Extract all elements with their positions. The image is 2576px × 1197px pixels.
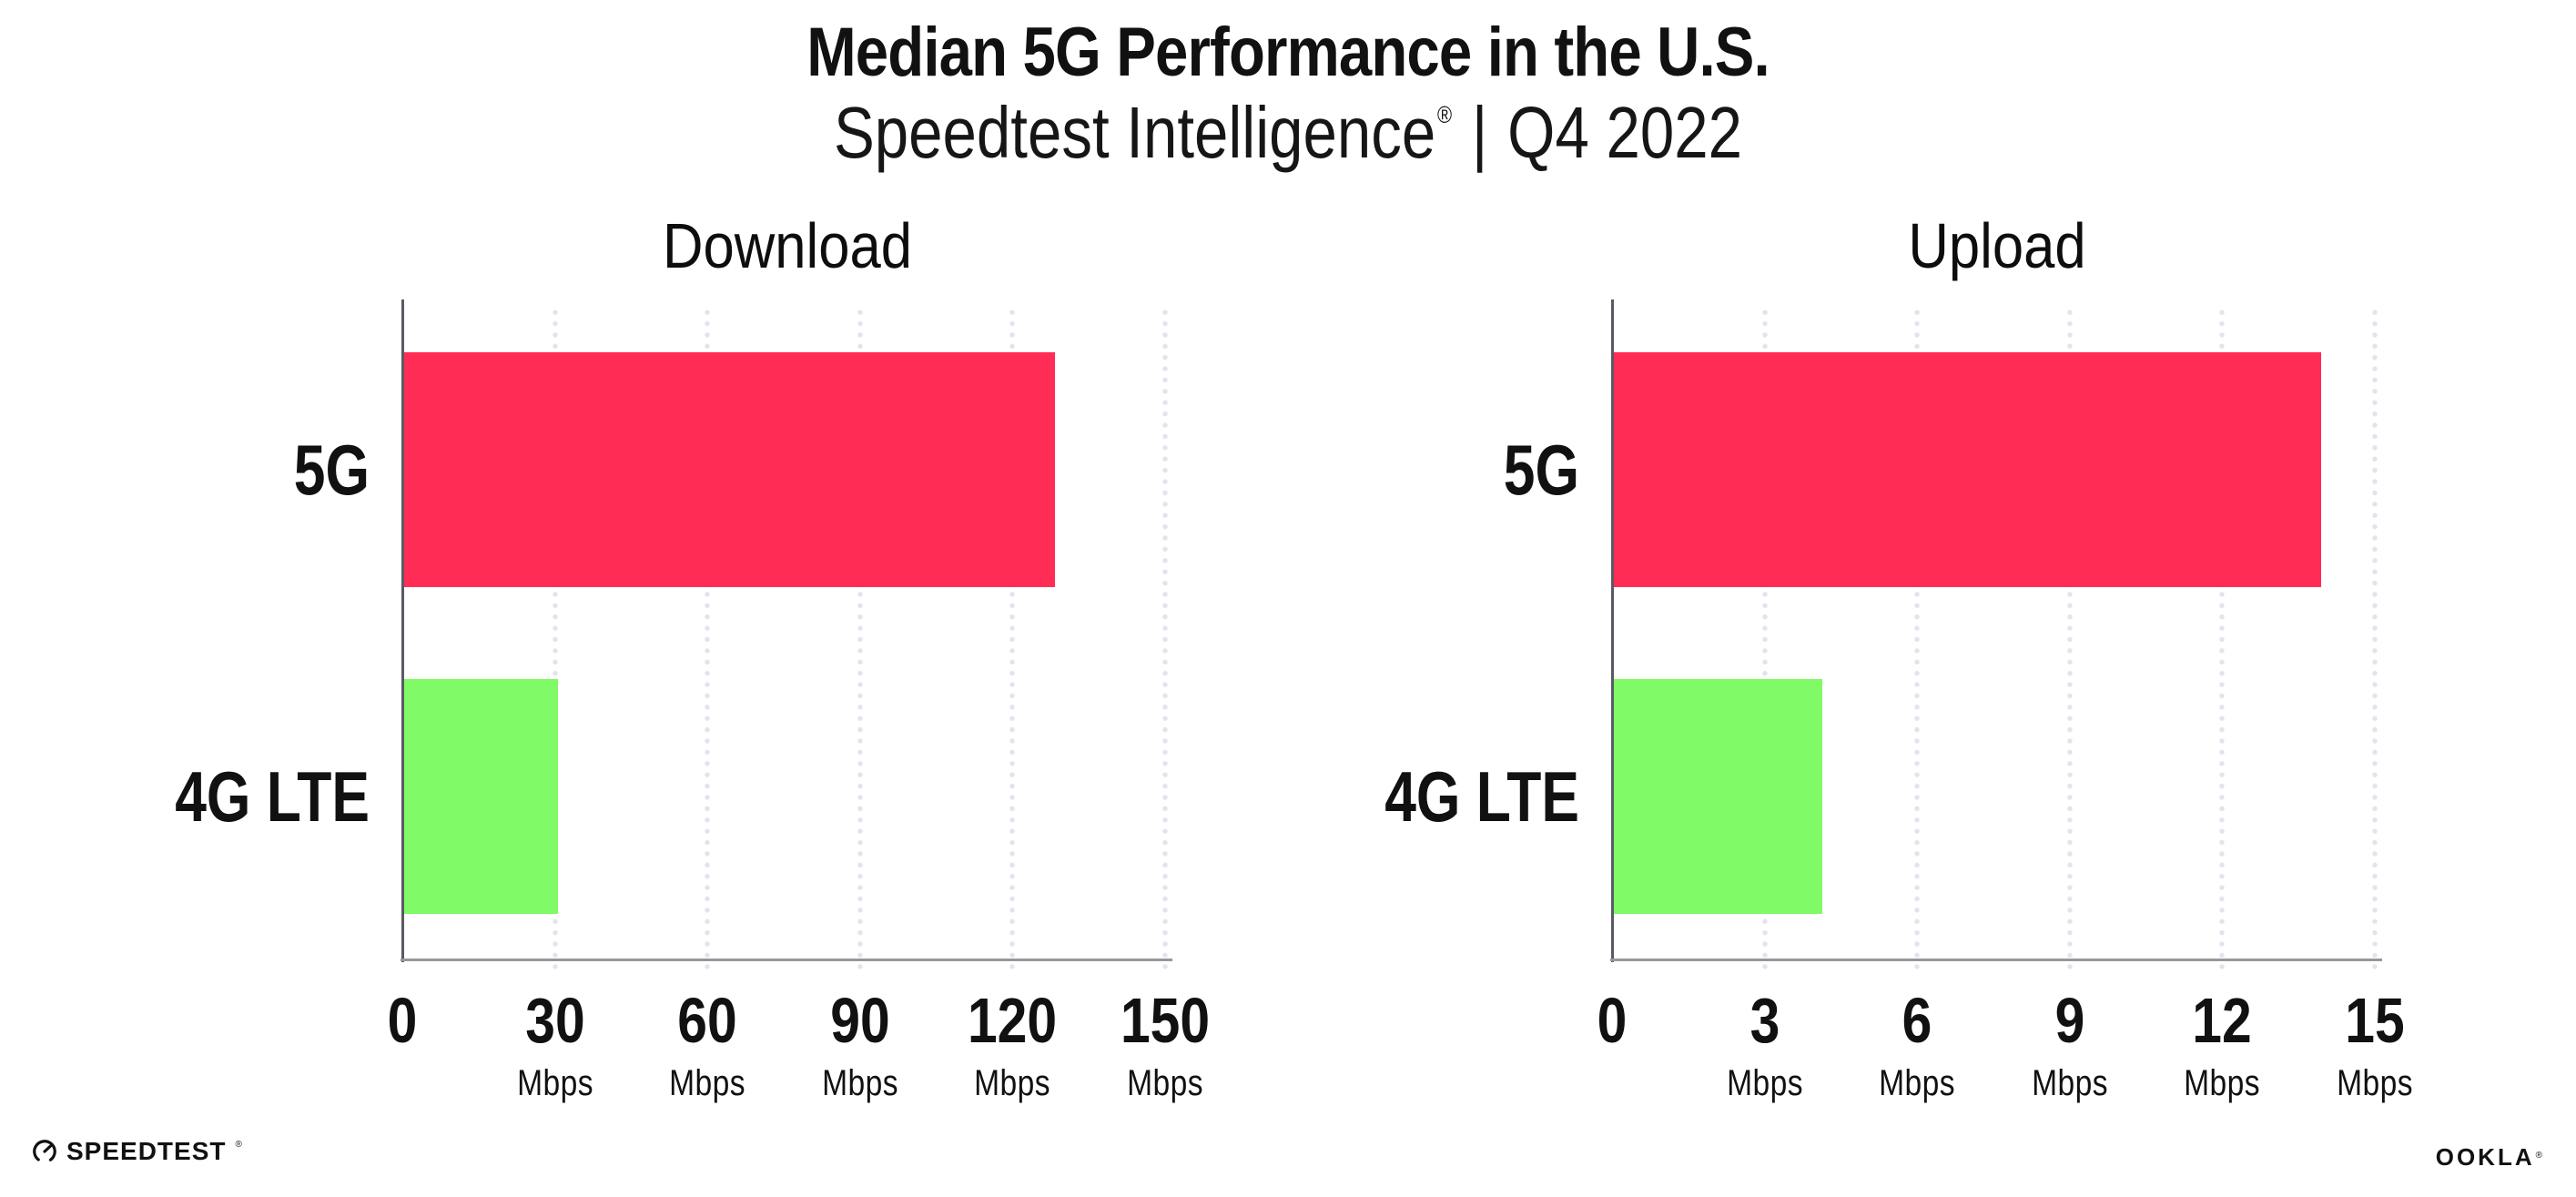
upload-chart: Upload 5G 4G LTE 0 3 Mbps 6 Mbps 9 Mbps 12 Mbps 15… [1384,214,2412,1101]
gridline-15 [2372,307,2378,972]
x-tick-120: 120 Mbps [936,959,1089,1101]
x-tick-unit: Mbps [821,1063,898,1103]
download-chart-title: Download [663,210,912,281]
speedtest-gauge-icon [33,1140,56,1163]
x-tick-value: 12 [2192,985,2253,1056]
gridline-150 [1162,307,1168,972]
x-tick-value: 0 [387,985,418,1056]
x-tick-6: 6 Mbps [1841,959,1993,1101]
x-tick-unit: Mbps [1726,1063,1803,1103]
x-tick-unit: Mbps [2184,1063,2261,1103]
registered-mark-icon: ® [1436,101,1453,128]
subtitle-period: Q4 2022 [1507,92,1742,173]
x-axis-line [1610,958,2382,961]
x-tick-unit: Mbps [2031,1063,2108,1103]
x-tick-90: 90 Mbps [784,959,937,1101]
speedtest-registered-mark: ® [235,1139,242,1150]
download-chart: Download 5G 4G LTE 0 30 Mbps 60 Mbps 90 Mbps 120… [175,214,1210,1101]
x-tick-150: 150 Mbps [1089,959,1242,1101]
upload-chart-title: Upload [1908,210,2086,281]
category-label-4g-lte: 4G LTE [1384,756,1579,837]
x-tick-60: 60 Mbps [631,959,784,1101]
x-tick-value: 15 [2345,985,2405,1056]
speedtest-wordmark: SPEEDTEST [66,1137,227,1165]
category-label-5g: 5G [1503,430,1579,511]
page-title: Median 5G Performance in the U.S. [806,14,1770,91]
gridline-9 [2066,307,2073,972]
x-tick-value: 0 [1597,985,1628,1056]
x-tick-unit: Mbps [1127,1063,1203,1103]
gridline-6 [1914,307,1921,972]
x-tick-value: 30 [524,985,585,1056]
x-tick-unit: Mbps [974,1063,1051,1103]
x-tick-value: 90 [830,985,890,1056]
x-tick-9: 9 Mbps [1993,959,2146,1101]
category-label-4g-lte: 4G LTE [175,756,370,837]
plot-area [401,299,1172,972]
bar-4g-lte [404,678,558,914]
x-axis-line [401,958,1172,961]
ookla-logo: OOKLA® [2436,1145,2545,1169]
x-tick-0: 0 [1536,959,1689,1052]
x-tick-value: 120 [968,985,1058,1056]
x-tick-value: 60 [677,985,737,1056]
bar-4g-lte [1614,678,1823,914]
bar-5g [1614,352,2321,588]
x-tick-0: 0 [326,959,479,1052]
x-tick-value: 6 [1902,985,1932,1056]
x-tick-unit: Mbps [516,1063,593,1103]
subtitle-separator: | [1471,92,1488,173]
x-tick-unit: Mbps [669,1063,746,1103]
gridline-30 [552,307,558,972]
x-tick-unit: Mbps [2337,1063,2413,1103]
x-tick-30: 30 Mbps [479,959,632,1101]
gridline-120 [1009,307,1016,972]
x-tick-3: 3 Mbps [1689,959,1841,1101]
x-tick-unit: Mbps [1879,1063,1956,1103]
y-axis-line [401,299,404,962]
gridline-90 [857,307,863,972]
bar-5g [404,352,1056,588]
gridline-12 [2219,307,2226,972]
ookla-registered-mark: ® [2535,1151,2545,1161]
x-tick-12: 12 Mbps [2145,959,2298,1101]
x-tick-value: 150 [1120,985,1211,1056]
page-subtitle: Speedtest Intelligence® | Q4 2022 [206,91,2369,175]
category-label-5g: 5G [293,430,370,511]
x-tick-15: 15 Mbps [2298,959,2451,1101]
plot-area [1610,299,2382,972]
x-tick-value: 9 [2054,985,2085,1056]
x-tick-value: 3 [1749,985,1780,1056]
gridline-60 [705,307,711,972]
gridline-3 [1761,307,1768,972]
ookla-wordmark: OOKLA [2435,1143,2535,1171]
y-axis-line [1611,299,1614,962]
subtitle-product: Speedtest Intelligence [833,92,1436,173]
speedtest-logo: SPEEDTEST ® [31,1138,242,1165]
